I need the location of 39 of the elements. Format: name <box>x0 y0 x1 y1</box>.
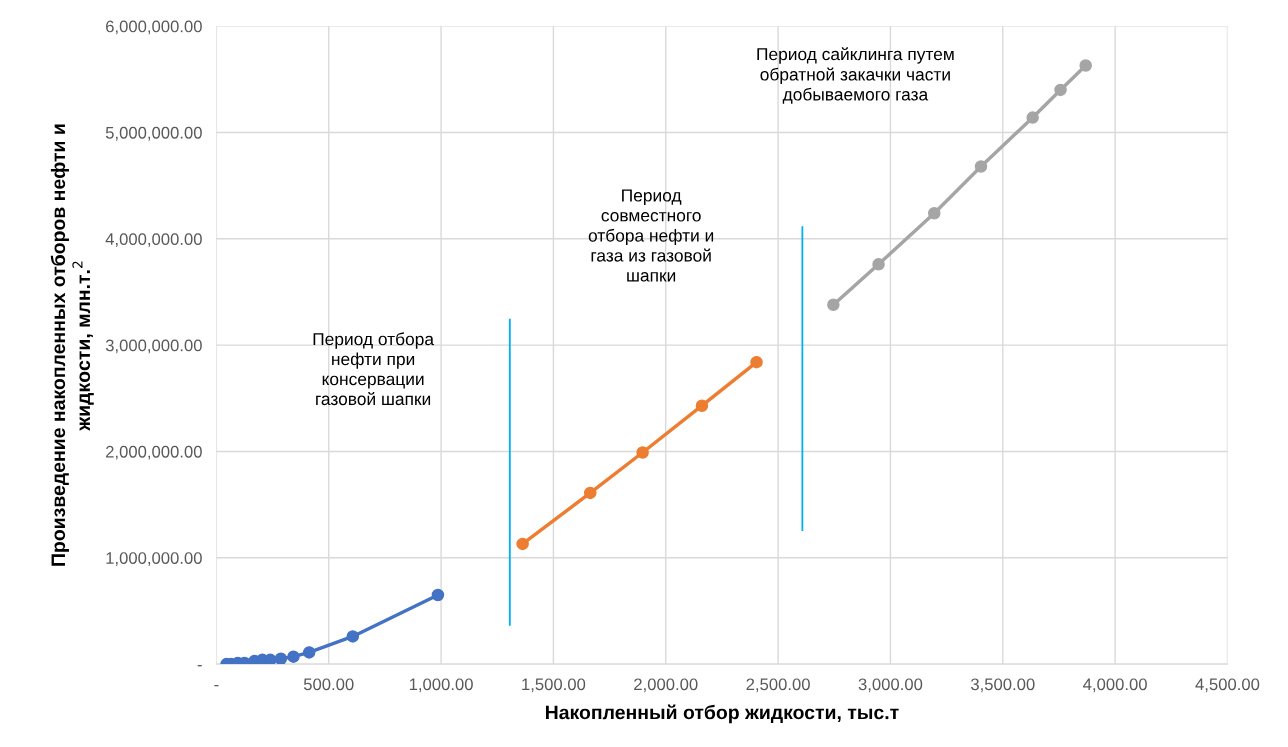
point <box>974 160 988 173</box>
y-tick-label: 5,000,000.00 <box>105 126 202 141</box>
x-tick-label: 3,000.00 <box>858 678 923 693</box>
point <box>431 588 445 602</box>
point <box>287 650 300 663</box>
annotation: Период совместного отбора нефти и газа из газовой шапки <box>588 189 714 282</box>
point <box>1026 111 1039 124</box>
point <box>516 537 529 551</box>
point <box>695 399 709 412</box>
point <box>750 355 763 369</box>
point <box>302 646 316 659</box>
x-tick-label: 4,500.00 <box>1195 678 1260 693</box>
point <box>636 446 649 459</box>
y-tick-label: 3,000,000.00 <box>105 339 202 354</box>
x-tick-label: 2,500.00 <box>746 678 810 693</box>
y-tick-label: 1,000,000.00 <box>106 552 202 566</box>
x-axis-title: Накопленный отбор жидкости, тыс.т <box>545 704 899 724</box>
annotation: Период сайклинга путем обратной закачки части добываемого газа <box>757 47 954 104</box>
annotation: Период отбора нефти при консервации газовой шапки <box>313 332 435 406</box>
y-tick-label: - <box>197 665 202 667</box>
x-tick-label: 1,000.00 <box>409 678 473 693</box>
x-tick-label: 500.00 <box>303 678 354 691</box>
point <box>1079 59 1092 72</box>
x-tick-label: 2,000.00 <box>634 678 698 693</box>
y-tick-label: 6,000,000.00 <box>106 20 202 35</box>
x-tick-label: 4,000.00 <box>1083 678 1147 693</box>
point <box>827 298 840 311</box>
point <box>928 207 941 220</box>
point <box>584 486 597 500</box>
x-tick-label: 1,500.00 <box>522 678 586 693</box>
y-tick-label: 4,000,000.00 <box>105 233 202 247</box>
y-tick-label: 2,000,000.00 <box>106 445 202 460</box>
x-tick-label: 3,500.00 <box>970 678 1035 693</box>
y-axis-title: Произведение накопленных отборов нефти и жидкости, млн.т.$^{2}$ <box>50 124 94 566</box>
point <box>1054 83 1067 97</box>
x-tick-label: - <box>214 684 219 687</box>
point <box>872 258 885 271</box>
point <box>346 630 360 643</box>
point <box>274 652 288 665</box>
